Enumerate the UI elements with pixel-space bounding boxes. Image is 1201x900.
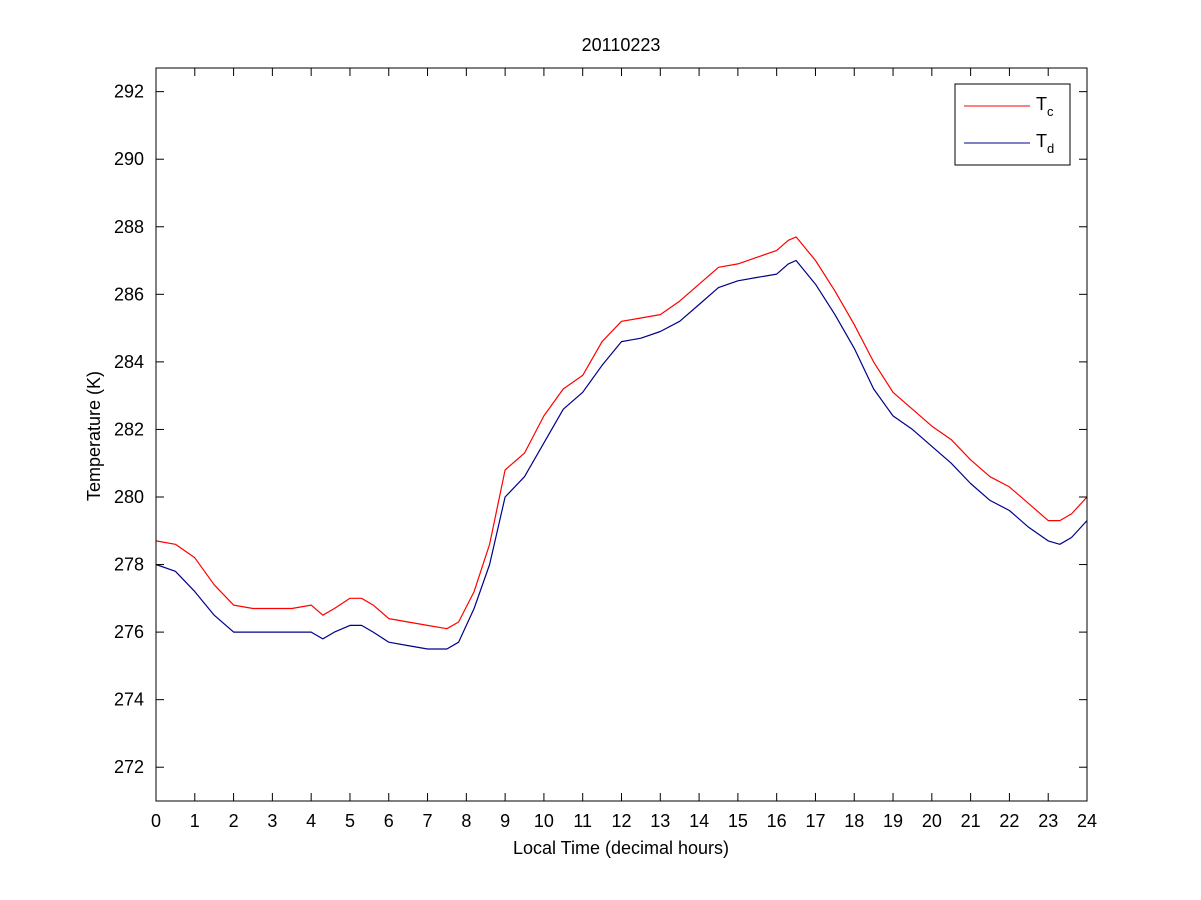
y-tick-label: 284 xyxy=(114,352,144,372)
x-axis-label: Local Time (decimal hours) xyxy=(513,838,729,858)
x-tick-label: 23 xyxy=(1038,811,1058,831)
legend-label-tc: Tc xyxy=(1036,94,1054,119)
y-tick-label: 274 xyxy=(114,690,144,710)
x-tick-label: 24 xyxy=(1077,811,1097,831)
chart-title: 20110223 xyxy=(582,35,661,55)
x-tick-label: 19 xyxy=(883,811,903,831)
x-tick-label: 13 xyxy=(650,811,670,831)
x-tick-label: 12 xyxy=(611,811,631,831)
x-tick-label: 18 xyxy=(844,811,864,831)
x-tick-label: 2 xyxy=(229,811,239,831)
x-tick-label: 16 xyxy=(767,811,787,831)
x-tick-label: 14 xyxy=(689,811,709,831)
x-tick-label: 22 xyxy=(999,811,1019,831)
legend-box xyxy=(954,83,1071,166)
legend-label-td-main: T xyxy=(1036,131,1047,151)
series-line-td xyxy=(155,259,1088,650)
x-tick-label: 0 xyxy=(151,811,161,831)
series-line-tc xyxy=(155,236,1088,630)
y-tick-label: 288 xyxy=(114,217,144,237)
x-tick-label: 11 xyxy=(573,811,592,831)
x-tick-label: 15 xyxy=(728,811,748,831)
plot-area-border xyxy=(155,67,1088,802)
x-tick-label: 1 xyxy=(190,811,200,831)
legend-label-td-subscript: d xyxy=(1047,141,1054,156)
x-tick-label: 17 xyxy=(805,811,825,831)
y-tick-label: 290 xyxy=(114,149,144,169)
legend: Tc Td xyxy=(954,83,1071,166)
x-tick-label: 21 xyxy=(961,811,981,831)
x-tick-label: 5 xyxy=(345,811,355,831)
y-tick-label: 286 xyxy=(114,284,144,304)
y-tick-label: 276 xyxy=(114,622,144,642)
x-tick-label: 4 xyxy=(306,811,316,831)
x-tick-label: 10 xyxy=(534,811,554,831)
y-tick-label: 282 xyxy=(114,419,144,439)
legend-label-tc-main: T xyxy=(1036,94,1047,114)
y-tick-label: 280 xyxy=(114,487,144,507)
x-tick-label: 9 xyxy=(500,811,510,831)
legend-label-tc-subscript: c xyxy=(1047,104,1054,119)
y-tick-label: 278 xyxy=(114,555,144,575)
y-tick-label: 292 xyxy=(114,82,144,102)
x-tick-label: 7 xyxy=(423,811,433,831)
series-layer xyxy=(155,236,1088,650)
legend-label-td: Td xyxy=(1036,131,1054,156)
x-tick-label: 8 xyxy=(461,811,471,831)
x-tick-label: 20 xyxy=(922,811,942,831)
y-axis-ticks: 272 274 276 278 280 282 284 286 288 290 292 xyxy=(114,82,1087,777)
y-axis-label: Temperature (K) xyxy=(84,371,104,501)
x-tick-label: 3 xyxy=(267,811,277,831)
y-tick-label: 272 xyxy=(114,757,144,777)
x-axis-ticks: 0 1 2 3 4 5 6 7 8 9 10 11 12 13 14 15 16 17 18 19 20 21 22 23 24 xyxy=(151,68,1097,831)
x-tick-label: 6 xyxy=(384,811,394,831)
